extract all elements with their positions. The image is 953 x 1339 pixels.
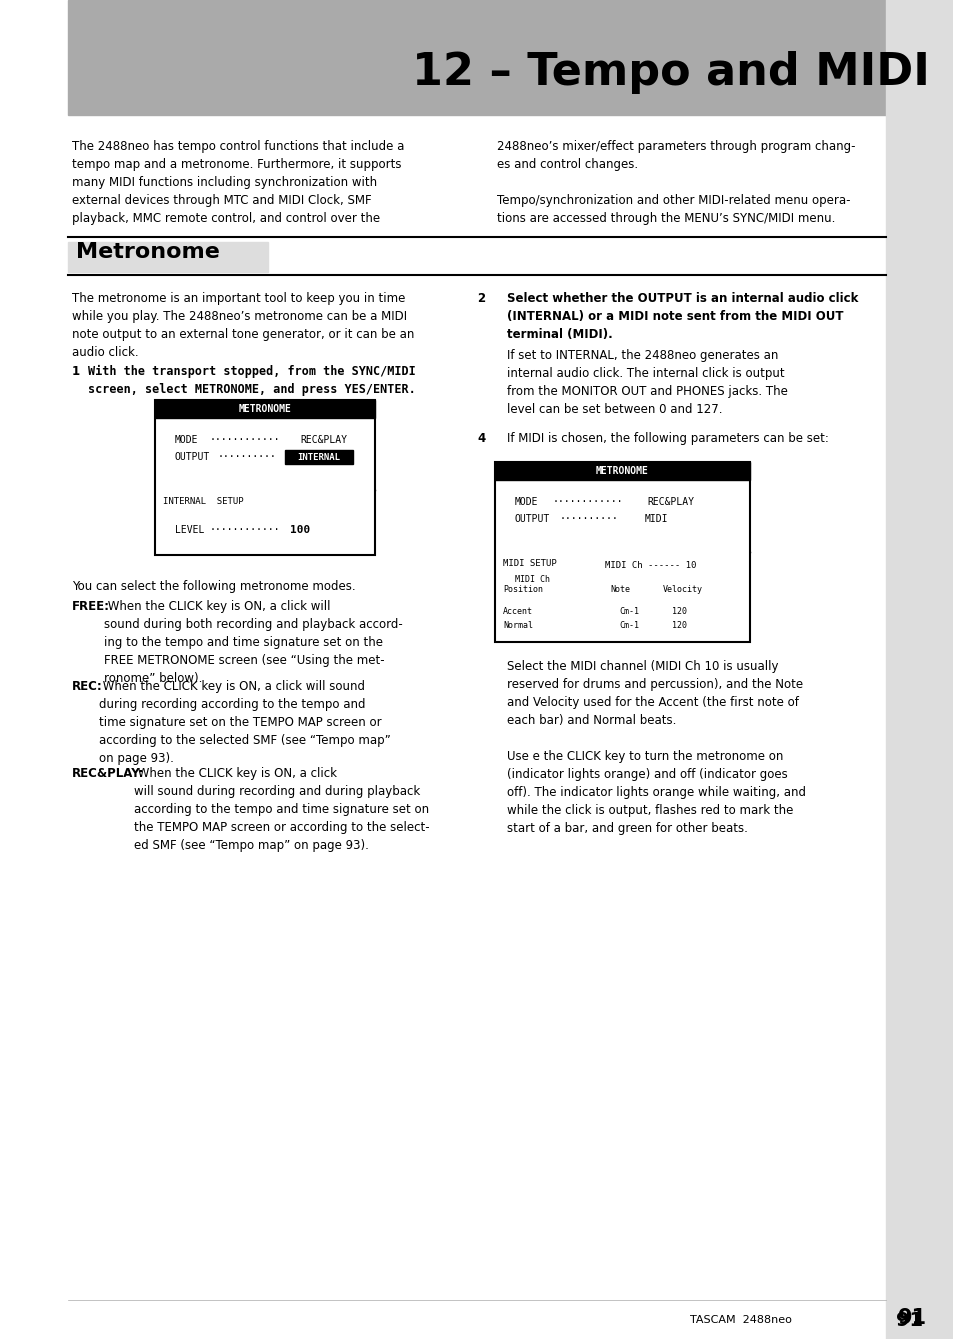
Text: 91: 91 [896, 1311, 923, 1330]
Text: INTERNAL  SETUP: INTERNAL SETUP [163, 498, 243, 506]
Text: OUTPUT: OUTPUT [515, 514, 550, 524]
Text: FREE:: FREE: [71, 600, 110, 613]
Text: ············: ············ [210, 435, 280, 445]
Text: Cm-1: Cm-1 [618, 621, 639, 631]
Bar [68, 242, 268, 272]
Text: REC&PLAY:: REC&PLAY: [71, 767, 144, 781]
Text: METRONOME: METRONOME [238, 404, 291, 414]
Text: ············: ············ [553, 497, 623, 507]
Text: MIDI Ch: MIDI Ch [515, 576, 550, 585]
Text: 100: 100 [290, 525, 310, 536]
Text: 2488neo’s mixer/effect parameters through program chang-
es and control changes.: 2488neo’s mixer/effect parameters throug… [497, 141, 855, 225]
Text: Position: Position [502, 585, 542, 595]
Text: Accent: Accent [502, 608, 533, 616]
Text: MODE: MODE [515, 497, 537, 507]
Bar [603, 605, 654, 619]
Text: Select the MIDI channel (MIDI Ch 10 is usually
reserved for drums and percussion: Select the MIDI channel (MIDI Ch 10 is u… [506, 660, 805, 836]
Bar [885, 0, 953, 1339]
Text: MIDI Ch ------ 10: MIDI Ch ------ 10 [604, 561, 696, 570]
Text: If set to INTERNAL, the 2488neo generates an
internal audio click. The internal : If set to INTERNAL, the 2488neo generate… [506, 349, 787, 416]
Text: When the CLICK key is ON, a click
will sound during recording and during playbac: When the CLICK key is ON, a click will s… [133, 767, 429, 852]
Bar [495, 462, 749, 479]
Text: REC:: REC: [71, 680, 103, 694]
Text: Note: Note [609, 585, 629, 595]
Bar [154, 400, 375, 418]
Text: METRONOME: METRONOME [596, 466, 648, 475]
Text: REC&PLAY: REC&PLAY [646, 497, 693, 507]
Text: The 2488neo has tempo control functions that include a
tempo map and a metronome: The 2488neo has tempo control functions … [71, 141, 404, 225]
Bar [154, 400, 375, 554]
Text: MODE: MODE [174, 435, 198, 445]
Text: You can select the following metronome modes.: You can select the following metronome m… [71, 580, 355, 593]
Text: ··········: ·········· [559, 514, 618, 524]
Text: 1: 1 [71, 366, 80, 378]
Bar [603, 619, 654, 633]
Text: 4: 4 [476, 432, 485, 445]
Bar [285, 450, 353, 465]
Text: 2: 2 [476, 292, 485, 305]
Text: Cm-1: Cm-1 [618, 608, 639, 616]
Text: MIDI SETUP: MIDI SETUP [502, 560, 557, 569]
Text: Velocity: Velocity [662, 585, 702, 595]
Text: Metronome: Metronome [76, 242, 219, 262]
Bar [495, 462, 749, 641]
Text: REC&PLAY: REC&PLAY [299, 435, 347, 445]
Text: 120: 120 [672, 608, 687, 616]
Text: TASCAM  2488neo: TASCAM 2488neo [689, 1315, 791, 1326]
Text: ············: ············ [210, 525, 280, 536]
Text: 91: 91 [897, 1308, 925, 1328]
Text: OUTPUT: OUTPUT [174, 453, 210, 462]
Text: ··········: ·········· [218, 453, 276, 462]
Text: Select whether the OUTPUT is an internal audio click
(INTERNAL) or a MIDI note s: Select whether the OUTPUT is an internal… [506, 292, 858, 341]
Bar [68, 0, 953, 115]
Text: 120: 120 [672, 621, 687, 631]
Text: LEVEL: LEVEL [174, 525, 204, 536]
Text: The metronome is an important tool to keep you in time
while you play. The 2488n: The metronome is an important tool to ke… [71, 292, 414, 359]
Text: 12 – Tempo and MIDI: 12 – Tempo and MIDI [412, 51, 929, 94]
Text: When the CLICK key is ON, a click will sound
during recording according to the t: When the CLICK key is ON, a click will s… [99, 680, 391, 765]
Text: When the CLICK key is ON, a click will
sound during both recording and playback : When the CLICK key is ON, a click will s… [104, 600, 402, 686]
Text: INTERNAL: INTERNAL [297, 453, 340, 462]
Text: MIDI: MIDI [644, 514, 668, 524]
Text: If MIDI is chosen, the following parameters can be set:: If MIDI is chosen, the following paramet… [506, 432, 828, 445]
Text: With the transport stopped, from the SYNC/MIDI
screen, select METRONOME, and pre: With the transport stopped, from the SYN… [88, 366, 416, 396]
Text: Normal: Normal [502, 621, 533, 631]
